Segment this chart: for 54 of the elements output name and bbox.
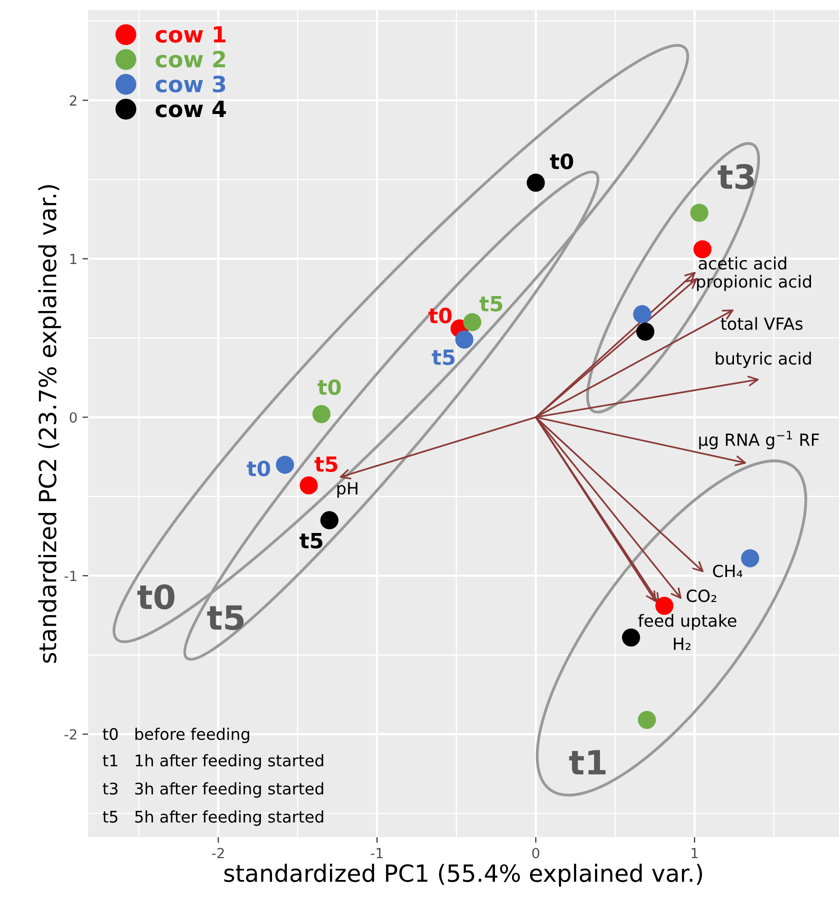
annotation: pH bbox=[337, 482, 358, 498]
x-tick-label: -1 bbox=[370, 848, 383, 858]
x-axis-title: standardized PC1 (55.4% explained var.) bbox=[224, 864, 702, 887]
point bbox=[312, 405, 331, 424]
annotation: t5 bbox=[300, 533, 322, 548]
annotation: t5 bbox=[479, 296, 502, 312]
annotation: µg RNA g$^{−1}$ RF bbox=[699, 430, 819, 450]
point bbox=[276, 456, 294, 474]
legend-label: cow 4 bbox=[156, 100, 226, 118]
point bbox=[655, 596, 674, 615]
annotation: t5 bbox=[432, 350, 455, 366]
annotation: t0 bbox=[550, 154, 574, 170]
annotation: propionic acid bbox=[697, 274, 811, 292]
y-tick-label: 1 bbox=[70, 254, 76, 264]
annotation: t5 bbox=[314, 456, 338, 472]
annotation: t0 bbox=[318, 379, 341, 396]
point bbox=[455, 330, 474, 349]
annotation: t1 1h after feeding started bbox=[102, 754, 324, 770]
annotation: t0 before feeding bbox=[102, 728, 250, 744]
y-tick-label: 0 bbox=[70, 412, 77, 423]
y-tick-label: -1 bbox=[64, 570, 76, 581]
annotation: CO₂ bbox=[686, 590, 716, 602]
annotation: t3 3h after feeding started bbox=[102, 782, 324, 798]
x-tick-label: -2 bbox=[212, 848, 224, 858]
point bbox=[690, 204, 708, 222]
annotation: total VFAs bbox=[720, 317, 803, 330]
y-axis-title: standardized PC2 (23.7% explained var.) bbox=[38, 185, 62, 663]
legend-label: cow 1 bbox=[156, 26, 226, 43]
point bbox=[622, 628, 640, 647]
point bbox=[638, 710, 656, 729]
annotation: t0 bbox=[428, 308, 452, 324]
annotation: t3 bbox=[718, 164, 754, 190]
annotation: acetic acid bbox=[698, 256, 786, 270]
annotation: t5 5h after feeding started bbox=[102, 810, 324, 826]
y-tick-label: -2 bbox=[64, 729, 76, 740]
point bbox=[526, 174, 545, 192]
annotation: feed uptake bbox=[638, 614, 736, 630]
legend-label: cow 2 bbox=[156, 50, 225, 68]
point bbox=[300, 476, 318, 494]
annotation: CH₄ bbox=[713, 564, 742, 578]
x-tick-label: 0 bbox=[532, 848, 540, 858]
annotation: H₂ bbox=[674, 638, 690, 650]
annotation: t0 bbox=[137, 584, 174, 610]
annotation: t5 bbox=[207, 605, 244, 630]
y-tick-label: 2 bbox=[70, 95, 76, 106]
annotation: butyric acid bbox=[716, 352, 811, 368]
legend-label: cow 3 bbox=[156, 76, 226, 92]
x-tick-label: 1 bbox=[692, 848, 698, 858]
point bbox=[320, 511, 338, 530]
annotation: t1 bbox=[569, 750, 606, 774]
annotation: t0 bbox=[246, 460, 270, 476]
point bbox=[463, 313, 482, 332]
point bbox=[741, 549, 760, 568]
point bbox=[693, 240, 712, 258]
